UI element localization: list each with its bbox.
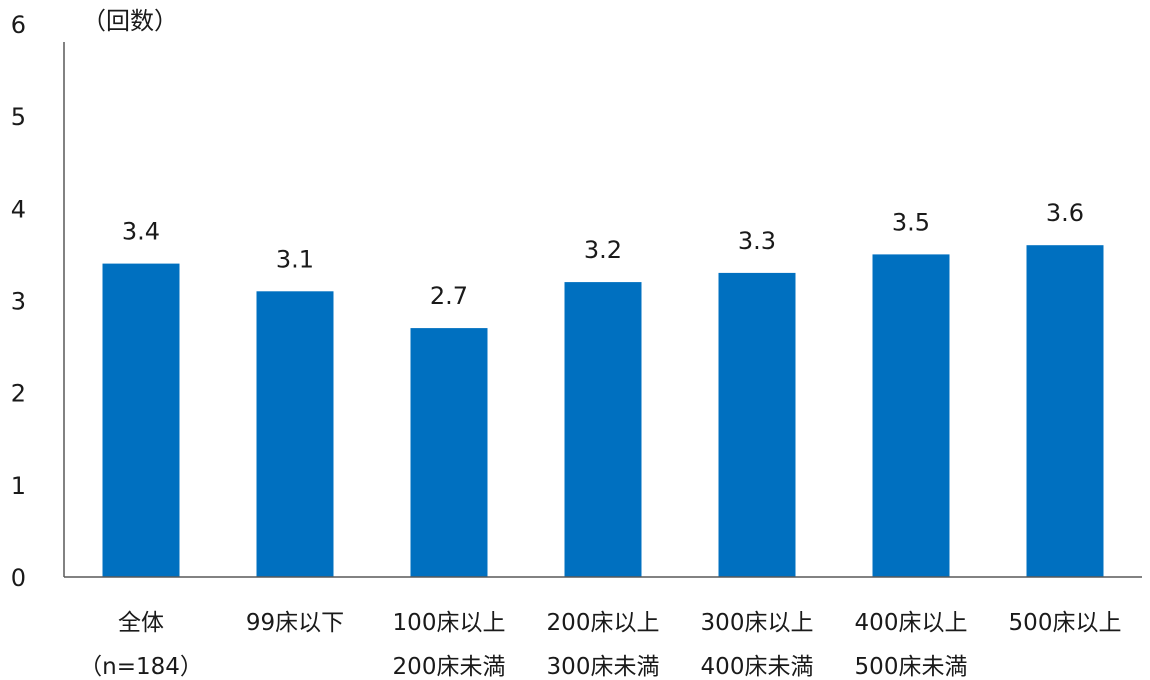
bar [256, 291, 334, 577]
x-tick-label: 300床未満 [547, 654, 660, 680]
x-tick-label: 400床以上 [855, 610, 968, 636]
x-tick-label: 500床未満 [855, 654, 968, 680]
data-label: 3.5 [892, 208, 930, 236]
x-tick-label: 400床未満 [701, 654, 814, 680]
data-label: 3.1 [276, 245, 314, 273]
bar [872, 254, 950, 577]
x-tick-label: 500床以上 [1009, 610, 1122, 636]
data-label: 3.6 [1046, 199, 1084, 227]
y-tick-label: 1 [11, 472, 26, 500]
data-labels-group: 3.4 3.1 2.7 3.2 3.3 3.5 3.6 [122, 199, 1084, 310]
x-tick-label: 100床以上 [393, 610, 506, 636]
x-axis-labels-group: 全体 （n=184） 99床以下 100床以上 200床未満 200床以上 300床未満 30… [79, 610, 1121, 680]
y-tick-label: 0 [11, 564, 26, 592]
y-tick-label: 2 [11, 380, 26, 408]
x-tick-label: 99床以下 [246, 610, 344, 636]
bar [718, 272, 796, 577]
data-label: 3.2 [584, 236, 622, 264]
data-label: 2.7 [430, 282, 468, 310]
bar [102, 263, 180, 577]
data-label: 3.4 [122, 218, 160, 246]
x-tick-label: 300床以上 [701, 610, 814, 636]
y-axis-ticks: 0 1 2 3 4 5 6 [11, 11, 26, 592]
y-tick-label: 3 [11, 288, 26, 316]
y-tick-label: 4 [11, 195, 26, 223]
y-tick-label: 6 [11, 11, 26, 39]
bar [564, 282, 642, 577]
bars-group [102, 245, 1104, 577]
bar [410, 328, 488, 577]
x-tick-label: 200床未満 [393, 654, 506, 680]
x-tick-label: 200床以上 [547, 610, 660, 636]
y-tick-label: 5 [11, 103, 26, 131]
y-axis-unit-label: （回数） [82, 7, 178, 35]
x-tick-label: （n=184） [79, 654, 203, 680]
data-label: 3.3 [738, 227, 776, 255]
bar [1026, 245, 1104, 577]
x-tick-label: 全体 [118, 610, 164, 636]
